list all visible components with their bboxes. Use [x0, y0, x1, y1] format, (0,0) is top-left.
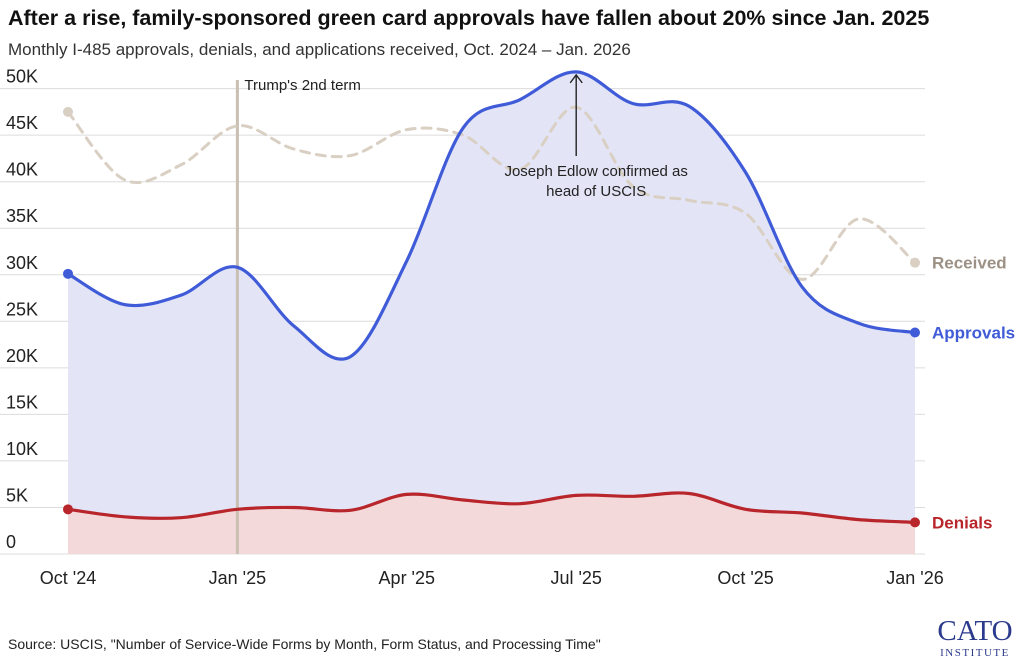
y-tick-label: 10K	[6, 439, 38, 459]
received-end-point	[910, 257, 920, 268]
x-axis-ticks: Oct '24 Jan '25 Apr '25 Jul '25 Oct '25 Jan '…	[40, 568, 944, 588]
x-tick-label: Jul '25	[550, 568, 601, 588]
annotations: Trump's 2nd term Joseph Edlow confirmed a…	[244, 73, 688, 200]
denials-label: Denials	[932, 513, 992, 532]
received-line	[66, 105, 917, 281]
x-tick-label: Apr '25	[379, 568, 435, 588]
chart-title: After a rise, family-sponsored green car…	[8, 6, 930, 30]
y-tick-label: 0	[6, 532, 16, 552]
y-tick-label: 35K	[6, 206, 38, 226]
edlow-annotation-line: head of USCIS	[546, 183, 646, 200]
denials-end-point	[910, 517, 920, 528]
chart-subtitle: Monthly I-485 approvals, denials, and ap…	[8, 40, 631, 59]
y-tick-label: 40K	[6, 160, 38, 180]
denials-line	[66, 491, 917, 524]
y-tick-label: 45K	[6, 113, 38, 133]
received-label: Received	[932, 254, 1007, 273]
approvals-end-point	[910, 327, 920, 338]
y-tick-label: 50K	[6, 67, 38, 87]
end-points	[63, 106, 920, 528]
approvals-line	[66, 70, 917, 361]
y-tick-label: 5K	[6, 485, 28, 505]
logo-wordmark: CATO	[937, 615, 1012, 647]
denials-start-point	[63, 504, 73, 515]
cato-logo: CATO INSTITUTE	[937, 615, 1012, 659]
approvals-label: Approvals	[932, 323, 1015, 342]
y-tick-label: 15K	[6, 392, 38, 412]
x-tick-label: Oct '24	[40, 568, 96, 588]
y-tick-label: 20K	[6, 346, 38, 366]
received-start-point	[63, 106, 73, 117]
term-start-label: Trump's 2nd term	[244, 77, 361, 94]
approvals-area	[68, 71, 915, 554]
approvals-start-point	[63, 268, 73, 279]
y-tick-label: 30K	[6, 253, 38, 273]
source-note: Source: USCIS, "Number of Service-Wide F…	[8, 636, 601, 652]
y-tick-label: 25K	[6, 299, 38, 319]
series-lines	[66, 70, 917, 524]
x-tick-label: Jan '25	[209, 568, 266, 588]
series-areas	[68, 71, 915, 554]
x-tick-label: Oct '25	[717, 568, 773, 588]
x-tick-label: Jan '26	[886, 568, 943, 588]
edlow-annotation-line: Joseph Edlow confirmed as	[504, 163, 687, 180]
edlow-arrowhead	[569, 73, 583, 84]
series-labels: Received Approvals Denials	[932, 254, 1015, 533]
y-axis-ticks: 0 5K 10K 15K 20K 25K 30K 35K 40K 45K 50K	[6, 67, 38, 552]
logo-subtitle: INSTITUTE	[940, 647, 1010, 659]
